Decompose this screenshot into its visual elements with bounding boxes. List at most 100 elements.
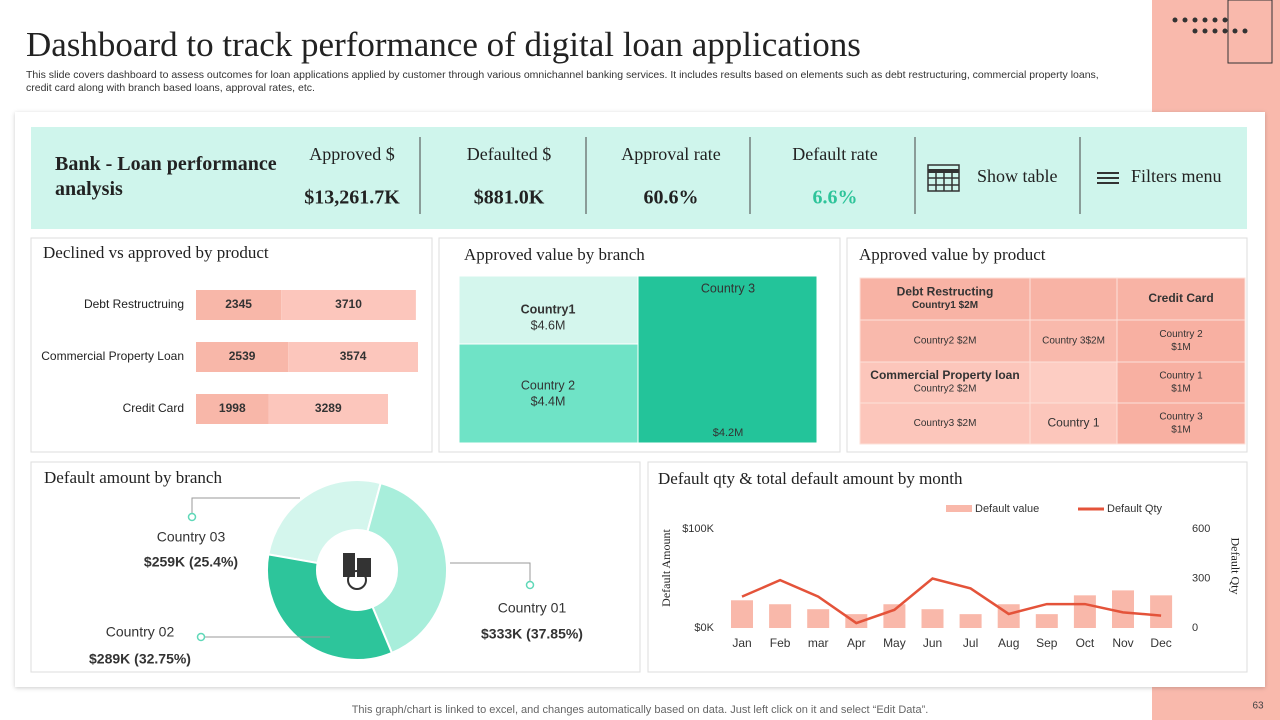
slice-label: Country 01 bbox=[498, 600, 567, 616]
footer-note: This graph/chart is linked to excel, and… bbox=[352, 704, 929, 716]
grid-cell bbox=[1029, 277, 1118, 321]
kpi-value: $13,261.7K bbox=[304, 187, 400, 209]
grid-cell bbox=[1116, 402, 1246, 445]
bar bbox=[845, 614, 868, 628]
leader-dot bbox=[196, 632, 206, 642]
grid-cell bbox=[1029, 361, 1118, 404]
grid-cell-text: Country2 $2M bbox=[914, 336, 977, 347]
x-tick-label: Oct bbox=[1076, 636, 1095, 650]
y-tick-label: $100K bbox=[682, 523, 714, 535]
x-tick-label: Jun bbox=[923, 636, 942, 650]
tile-value: $4.2M bbox=[713, 427, 744, 439]
data-label: 3574 bbox=[340, 349, 367, 363]
bar-segment bbox=[196, 290, 282, 320]
grid-cell-text: Country 1 bbox=[1159, 371, 1203, 382]
panel-title: Declined vs approved by product bbox=[43, 243, 269, 262]
tile-label: Country 3 bbox=[701, 281, 755, 295]
panel-title: Approved value by product bbox=[859, 245, 1046, 264]
kpi-band bbox=[31, 127, 1247, 229]
icon-part bbox=[343, 553, 355, 577]
grid-cell-text: Country 3 bbox=[1159, 412, 1203, 423]
bar bbox=[1112, 590, 1134, 628]
data-label: 3289 bbox=[315, 401, 342, 415]
y2-axis-label: Default Qty bbox=[1228, 538, 1242, 595]
grid-cell-text: $1M bbox=[1171, 425, 1190, 436]
x-tick-label: Feb bbox=[770, 636, 791, 650]
y-tick-label: $0K bbox=[694, 622, 714, 634]
bar-segment bbox=[281, 290, 416, 320]
bar bbox=[1150, 595, 1173, 628]
bar bbox=[1035, 614, 1058, 628]
x-tick-label: Dec bbox=[1150, 636, 1171, 650]
data-label: 2539 bbox=[229, 349, 256, 363]
grid-cell-text: Country3 $2M bbox=[914, 418, 977, 429]
kpi-separators bbox=[419, 137, 1081, 214]
bar-segment bbox=[196, 342, 289, 372]
kpi-label: Defaulted $ bbox=[467, 144, 551, 164]
bar bbox=[769, 604, 792, 628]
action-button: Filters menu bbox=[1131, 166, 1222, 186]
slice-value: $333K (37.85%) bbox=[481, 626, 583, 642]
leader-dot bbox=[187, 512, 197, 522]
panel-title: Default amount by branch bbox=[44, 468, 222, 487]
grid-cell bbox=[1029, 402, 1118, 445]
treemap-tile bbox=[637, 275, 818, 444]
slice-label: Country 02 bbox=[106, 624, 175, 640]
grid-cell-text: Country 1 bbox=[1047, 416, 1099, 430]
bar bbox=[1073, 595, 1096, 628]
grid-cell-text: $1M bbox=[1171, 342, 1190, 353]
filter-icon bbox=[1097, 172, 1119, 184]
table-icon bbox=[927, 164, 960, 192]
grid-cell-text: Debt Restructing bbox=[897, 285, 994, 299]
bar bbox=[921, 609, 944, 628]
legend-label: Default value bbox=[975, 503, 1039, 515]
slide-title: Dashboard to track performance of digita… bbox=[26, 25, 861, 64]
legend-swatch bbox=[946, 505, 972, 512]
bar bbox=[807, 609, 830, 628]
grid-cell-text: Country 3$2M bbox=[1042, 336, 1105, 347]
x-tick-label: Aug bbox=[998, 636, 1019, 650]
grid-cell bbox=[859, 319, 1031, 363]
x-tick-label: May bbox=[883, 636, 906, 650]
grid-cell bbox=[859, 361, 1031, 404]
grid-cell bbox=[1116, 319, 1246, 363]
y2-tick-label: 600 bbox=[1192, 523, 1210, 535]
data-label: 3710 bbox=[335, 297, 362, 311]
treemap-tile bbox=[458, 343, 639, 444]
kpi-label: Approved $ bbox=[309, 144, 394, 164]
bar-segment bbox=[288, 342, 418, 372]
tile-label: Country1 bbox=[521, 302, 576, 316]
leader-line bbox=[191, 497, 300, 517]
bar bbox=[959, 614, 982, 628]
data-label: 2345 bbox=[225, 297, 252, 311]
grid-cell bbox=[1116, 361, 1246, 404]
category-label: Debt Restructruing bbox=[84, 297, 184, 311]
building-icon bbox=[343, 553, 371, 590]
treemap-tile bbox=[458, 275, 639, 345]
action-button: Show table bbox=[977, 166, 1058, 186]
icon-part bbox=[347, 570, 367, 590]
x-tick-label: mar bbox=[808, 636, 829, 650]
y2-tick-label: 300 bbox=[1192, 572, 1210, 584]
panel-title: Approved value by branch bbox=[464, 245, 645, 264]
x-tick-label: Nov bbox=[1112, 636, 1133, 650]
grid-cell-text: Country2 $2M bbox=[914, 384, 977, 395]
leader-line bbox=[450, 562, 531, 585]
kpi-value: 6.6% bbox=[813, 187, 858, 209]
grid-cell-text: Credit Card bbox=[1148, 291, 1213, 305]
data-label: 1998 bbox=[219, 401, 246, 415]
slice-value: $259K (25.4%) bbox=[144, 554, 238, 570]
x-tick-label: Jan bbox=[732, 636, 751, 650]
slice-value: $289K (32.75%) bbox=[89, 651, 191, 667]
y2-tick-label: 0 bbox=[1192, 622, 1198, 634]
page-number: 63 bbox=[1252, 701, 1264, 712]
tile-label: Country 2 bbox=[521, 378, 575, 392]
corner-box bbox=[1227, 0, 1273, 64]
tile-value: $4.4M bbox=[531, 394, 566, 408]
x-tick-label: Sep bbox=[1036, 636, 1058, 650]
grid-cell-text: $1M bbox=[1171, 384, 1190, 395]
kpi-label: Default rate bbox=[792, 144, 877, 164]
kpi-value: 60.6% bbox=[644, 187, 699, 209]
grid-cell-text: Country1 $2M bbox=[912, 300, 978, 311]
slice-label: Country 03 bbox=[157, 529, 226, 545]
